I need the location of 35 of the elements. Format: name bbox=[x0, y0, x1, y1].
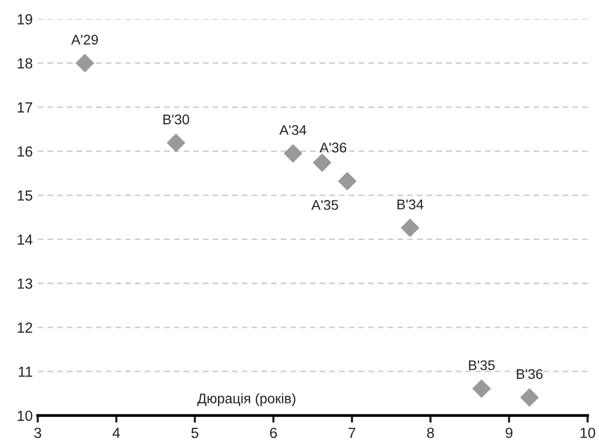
y-tick-label: 17 bbox=[18, 102, 32, 112]
annotation: A'29 bbox=[71, 34, 98, 45]
x-tick-label: 3 bbox=[34, 428, 42, 438]
x-axis-title: Дюрація (років) bbox=[197, 393, 296, 406]
annotation: B'34 bbox=[398, 200, 424, 210]
y-tick-label: 12 bbox=[18, 322, 32, 333]
y-tick-label: 11 bbox=[18, 366, 32, 377]
y-tick-label: 14 bbox=[18, 234, 32, 245]
point bbox=[284, 144, 302, 163]
y-tick-label: 18 bbox=[18, 58, 32, 69]
annotation: B'36 bbox=[516, 369, 543, 379]
point bbox=[338, 172, 357, 190]
point bbox=[76, 54, 94, 72]
x-tick-label: 9 bbox=[506, 428, 512, 438]
annotation: A'35 bbox=[311, 200, 338, 210]
annotation: B'30 bbox=[163, 114, 190, 124]
x-tick-label: 7 bbox=[348, 428, 356, 438]
point bbox=[520, 388, 539, 407]
annotation: B'35 bbox=[469, 360, 495, 370]
x-tick-label: 8 bbox=[427, 428, 434, 438]
annotation: A'36 bbox=[320, 142, 346, 153]
x-tick-label: 5 bbox=[191, 428, 198, 438]
point bbox=[166, 134, 186, 152]
point bbox=[472, 379, 491, 398]
y-tick-label: 10 bbox=[18, 410, 32, 421]
x-tick-label: 10 bbox=[580, 428, 596, 438]
annotation: A'34 bbox=[279, 125, 306, 135]
y-tick-label: 19 bbox=[18, 14, 32, 24]
y-tick-label: 13 bbox=[18, 278, 32, 289]
y-tick-label: 16 bbox=[18, 146, 32, 157]
point bbox=[312, 153, 332, 172]
x-tick-label: 4 bbox=[112, 428, 120, 438]
y-tick-label: 15 bbox=[18, 190, 32, 201]
point bbox=[400, 218, 420, 238]
x-tick-label: 6 bbox=[270, 428, 277, 438]
